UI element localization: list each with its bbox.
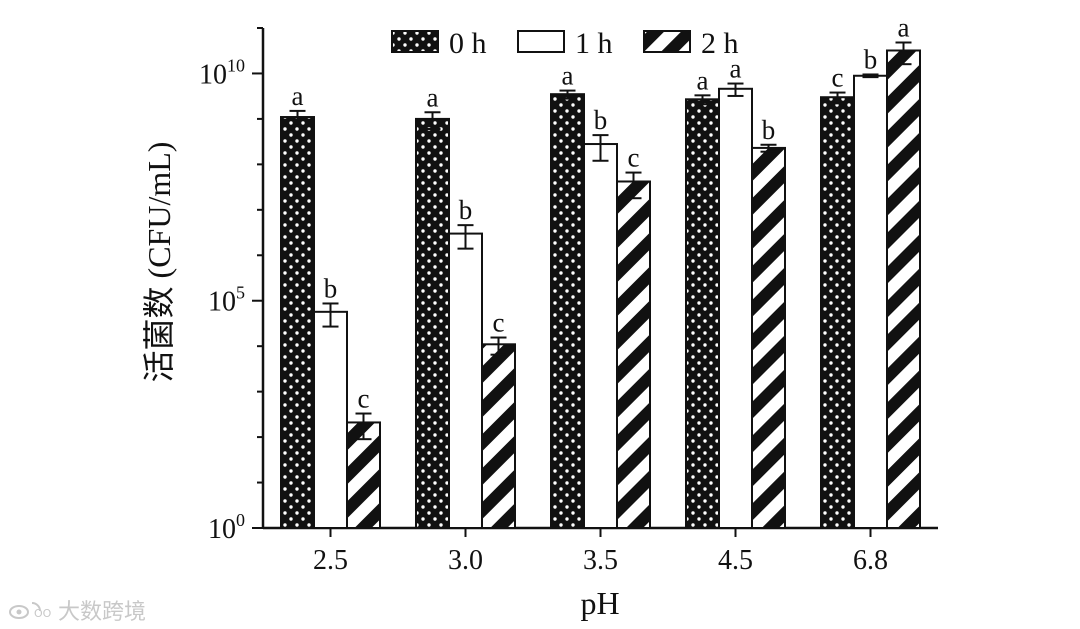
significance-letter: a: [562, 61, 574, 91]
significance-letter: a: [898, 12, 910, 42]
x-tick-label: 6.8: [853, 545, 888, 576]
legend: 0 h 1 h 2 h: [391, 27, 739, 60]
y-tick-label: 100: [208, 510, 245, 545]
legend-label: 2 h: [701, 27, 739, 60]
x-tick-label: 3.5: [583, 545, 618, 576]
weibo-logo-icon: OO: [9, 602, 52, 620]
significance-letter: c: [832, 63, 844, 93]
significance-letter: b: [324, 273, 338, 303]
x-axis-title: pH: [580, 585, 619, 621]
bar: [481, 343, 516, 529]
significance-letter: c: [493, 308, 505, 338]
bar: [751, 146, 786, 530]
significance-letter: b: [459, 195, 473, 225]
bar: [853, 74, 888, 529]
significance-letter: a: [427, 82, 439, 112]
significance-letter: c: [628, 143, 640, 173]
significance-letter: b: [762, 115, 776, 145]
bar: [415, 117, 450, 529]
bar: [820, 96, 855, 529]
significance-letter: a: [292, 81, 304, 111]
bar: [313, 310, 348, 530]
x-ticks: 2.5 3.0 3.5 4.5 6.8: [313, 528, 888, 576]
x-tick-label: 2.5: [313, 545, 348, 576]
bar: [583, 143, 618, 529]
x-tick-label: 3.0: [448, 545, 483, 576]
significance-letter: a: [730, 54, 742, 84]
bar: [886, 49, 921, 529]
y-tick-label: 1010: [199, 55, 245, 90]
bar: [616, 180, 651, 529]
y-tick-label: 105: [208, 283, 245, 318]
legend-swatch: [643, 30, 691, 53]
y-axis-title: 活菌数 (CFU/mL): [141, 142, 177, 383]
watermark-text: 大数跨境: [58, 600, 147, 625]
bar: [685, 98, 720, 530]
legend-label: 0 h: [449, 27, 487, 60]
watermark: OO 大数跨境: [8, 594, 146, 626]
legend-swatch: [517, 30, 565, 53]
bar: [448, 232, 483, 530]
significance-letter: b: [594, 105, 608, 135]
bar: [550, 93, 585, 530]
significance-letter: b: [864, 44, 878, 74]
legend-label: 1 h: [575, 27, 613, 60]
y-ticks: 100 105 1010: [199, 27, 263, 545]
bar: [280, 116, 315, 529]
bar: [718, 87, 753, 530]
significance-letter: c: [358, 384, 370, 414]
legend-swatch: [391, 30, 439, 53]
x-tick-label: 4.5: [718, 545, 753, 576]
svg-text:OO: OO: [34, 607, 52, 620]
significance-letter: a: [697, 65, 709, 95]
